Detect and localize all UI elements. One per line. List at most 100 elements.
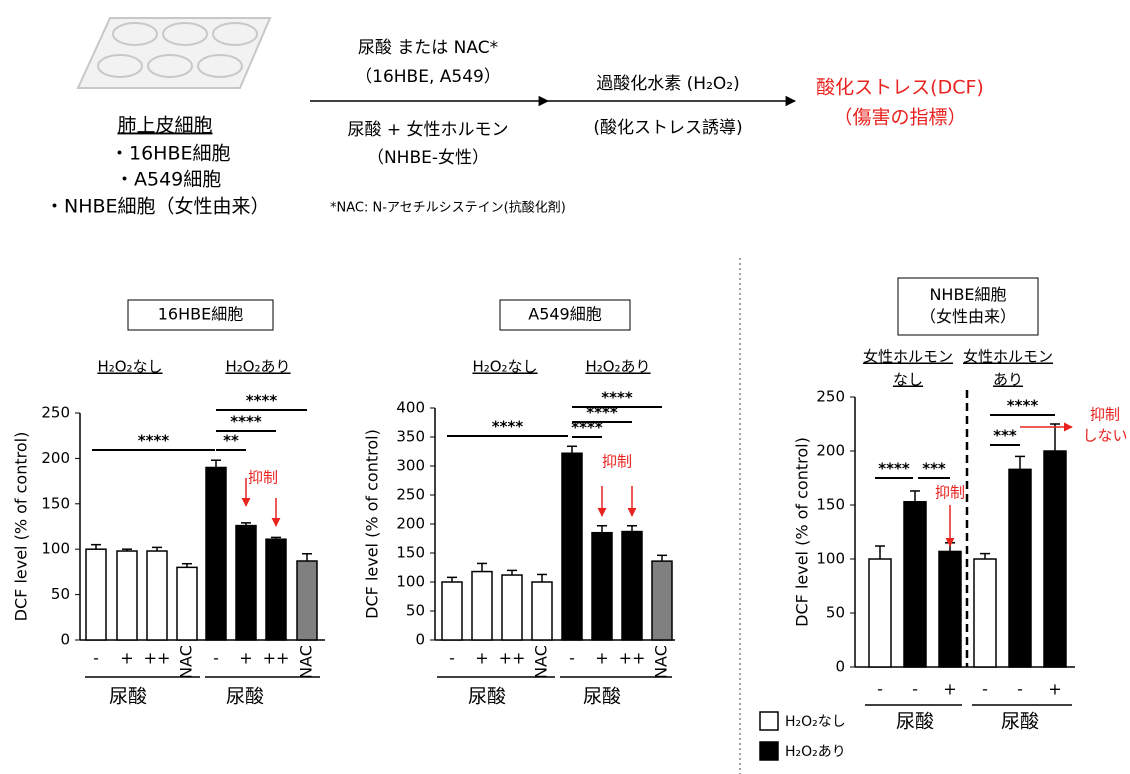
significance-label: ** bbox=[223, 432, 239, 450]
bar bbox=[868, 558, 892, 668]
group-header: H₂O₂あり bbox=[225, 358, 290, 376]
x-tick-label: ++ bbox=[144, 649, 171, 668]
title-box bbox=[127, 299, 274, 331]
x-tick-label: + bbox=[1048, 680, 1061, 699]
y-tick-label: 100 bbox=[816, 550, 845, 568]
x-tick-label: + bbox=[239, 649, 252, 668]
x-tick-label: NAC bbox=[532, 645, 551, 679]
cell-title: 肺上皮細胞 bbox=[117, 115, 212, 137]
bar bbox=[1008, 468, 1032, 668]
treatment: （16HBE, A549） bbox=[355, 67, 501, 87]
step: (酸化ストレス誘導) bbox=[593, 118, 742, 138]
bar bbox=[651, 560, 673, 641]
y-tick-label: 300 bbox=[396, 457, 425, 475]
chart-title: NHBE細胞 bbox=[929, 285, 1006, 304]
y-tick-label: 250 bbox=[816, 388, 845, 406]
treatment: （NHBE-女性） bbox=[367, 148, 489, 168]
x-tick-label: ++ bbox=[499, 649, 526, 668]
y-tick-label: 0 bbox=[60, 631, 70, 649]
bar bbox=[903, 501, 927, 668]
x-tick-label: - bbox=[449, 649, 455, 668]
group-header: H₂O₂あり bbox=[585, 358, 650, 376]
bar bbox=[441, 581, 463, 641]
y-tick-label: 150 bbox=[396, 544, 425, 562]
bar bbox=[591, 531, 613, 641]
y-tick-label: 250 bbox=[396, 486, 425, 504]
title-box bbox=[499, 299, 631, 331]
x-tick-label: NAC bbox=[297, 645, 316, 679]
bar bbox=[176, 566, 198, 641]
group-label: 尿酸 bbox=[468, 686, 506, 708]
bar bbox=[235, 524, 257, 641]
y-tick-label: 100 bbox=[396, 573, 425, 591]
x-tick-label: - bbox=[877, 680, 883, 699]
significance-label: **** bbox=[571, 419, 603, 437]
x-tick-label: - bbox=[93, 649, 99, 668]
y-tick-label: 50 bbox=[826, 604, 845, 622]
x-tick-label: - bbox=[982, 680, 988, 699]
x-tick-label: ++ bbox=[619, 649, 646, 668]
x-tick-label: - bbox=[213, 649, 219, 668]
result: （傷害の指標） bbox=[833, 107, 966, 129]
significance-label: **** bbox=[1007, 397, 1039, 415]
bar bbox=[621, 530, 643, 641]
plate-icon bbox=[76, 17, 272, 89]
annotation: 抑制 bbox=[935, 484, 965, 502]
significance-label: **** bbox=[878, 460, 910, 478]
group-header: 女性ホルモン bbox=[963, 348, 1053, 366]
treatment: 尿酸 または NAC* bbox=[358, 38, 498, 58]
x-tick-label: + bbox=[595, 649, 608, 668]
footnote: *NAC: N-アセチルシステイン(抗酸化剤) bbox=[330, 200, 566, 216]
significance-label: **** bbox=[492, 418, 524, 436]
y-axis-label: DCF level (% of control) bbox=[363, 429, 382, 619]
y-tick-label: 200 bbox=[816, 442, 845, 460]
significance-label: **** bbox=[601, 389, 633, 407]
legend-label: H₂O₂あり bbox=[785, 744, 846, 760]
cell-item: ・A549細胞 bbox=[115, 169, 221, 191]
group-label: 尿酸 bbox=[583, 686, 621, 708]
y-tick-label: 150 bbox=[816, 496, 845, 514]
result: 酸化ストレス(DCF) bbox=[816, 77, 984, 99]
x-tick-label: + bbox=[475, 649, 488, 668]
x-tick-label: - bbox=[912, 680, 918, 699]
cell-item: ・NHBE細胞（女性由来） bbox=[45, 196, 270, 218]
group-header: なし bbox=[893, 371, 923, 389]
y-tick-label: 0 bbox=[415, 631, 425, 649]
y-tick-label: 100 bbox=[41, 540, 70, 558]
step: 過酸化水素 (H₂O₂) bbox=[596, 74, 739, 94]
title-box bbox=[897, 277, 1039, 336]
significance-label: *** bbox=[993, 427, 1017, 445]
y-tick-label: 250 bbox=[41, 404, 70, 422]
y-axis-label: DCF level (% of control) bbox=[793, 437, 812, 627]
y-tick-label: 0 bbox=[835, 658, 845, 676]
annotation: しない bbox=[1082, 427, 1127, 445]
x-tick-label: - bbox=[1017, 680, 1023, 699]
x-tick-label: + bbox=[943, 680, 956, 699]
cell-item: ・16HBE細胞 bbox=[110, 143, 231, 165]
bar bbox=[205, 466, 227, 641]
bar bbox=[973, 558, 997, 668]
group-header: H₂O₂なし bbox=[97, 358, 162, 376]
significance-label: **** bbox=[230, 413, 262, 431]
group-label: 尿酸 bbox=[109, 686, 147, 708]
treatment: 尿酸 + 女性ホルモン bbox=[347, 120, 508, 140]
bar bbox=[146, 550, 168, 641]
group-header: H₂O₂なし bbox=[472, 358, 537, 376]
chart-title: （女性由来） bbox=[920, 307, 1016, 326]
annotation: 抑制 bbox=[602, 453, 632, 471]
annotation: 抑制 bbox=[1090, 406, 1120, 424]
significance-label: **** bbox=[138, 432, 170, 450]
bar bbox=[296, 560, 318, 641]
x-tick-label: NAC bbox=[177, 645, 196, 679]
x-tick-label: NAC bbox=[652, 645, 671, 679]
group-header: 女性ホルモン bbox=[863, 348, 953, 366]
chart-title: 16HBE細胞 bbox=[158, 305, 243, 324]
bar bbox=[561, 452, 583, 641]
y-tick-label: 200 bbox=[396, 515, 425, 533]
significance-label: **** bbox=[246, 392, 278, 410]
chart-title: A549細胞 bbox=[528, 305, 602, 324]
bar bbox=[85, 548, 107, 641]
y-axis-label: DCF level (% of control) bbox=[12, 432, 31, 622]
y-tick-label: 50 bbox=[406, 602, 425, 620]
group-header: あり bbox=[993, 371, 1023, 389]
